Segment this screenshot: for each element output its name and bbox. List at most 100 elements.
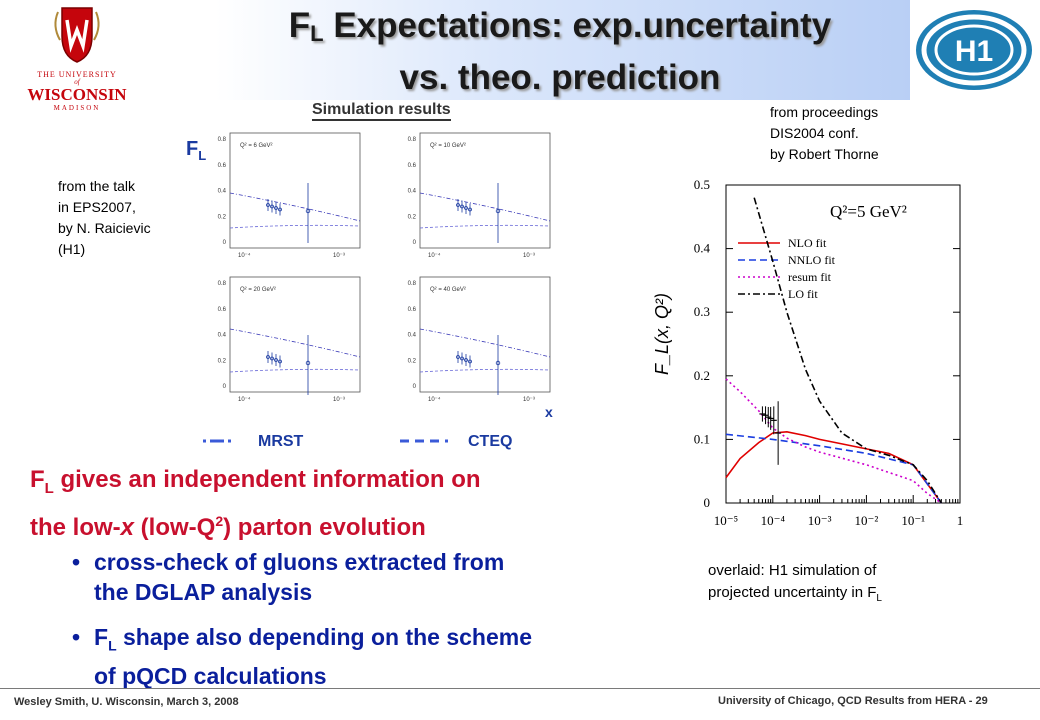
sim-data-point	[274, 206, 278, 210]
sim-y-tick: 0	[223, 240, 227, 246]
footer-divider	[0, 688, 1040, 689]
series-line-nnlo-fit	[725, 433, 943, 504]
sim-panel-frame	[419, 276, 551, 393]
sim-data-point	[270, 204, 274, 209]
talk-note: from the talk in EPS2007, by N. Raicievic(…	[58, 178, 151, 257]
h1-logo-icon: H1	[916, 10, 1032, 90]
sim-panel-q2: Q² = 6 GeV²	[240, 143, 273, 149]
sim-y-tick: 0	[413, 384, 417, 390]
sim-data-point	[266, 203, 270, 207]
overlay-note: overlaid: H1 simulation of projected unc…	[708, 562, 882, 604]
sim-y-tick: 0.2	[218, 358, 227, 364]
bullet-scheme: • FL shape also depending on the scheme o…	[72, 624, 532, 689]
sim-x-tick: 10⁻³	[333, 397, 345, 403]
legend-label: LO fit	[788, 287, 818, 301]
sim-y-tick: 0.8	[408, 137, 417, 143]
sim-data-point	[278, 207, 282, 212]
sim-y-tick: 0	[223, 384, 227, 390]
sim-y-tick: 0.6	[408, 307, 417, 313]
legend-mrst-label: MRST	[258, 433, 304, 450]
legend-label: resum fit	[788, 270, 832, 284]
y-tick-label: 0	[704, 495, 711, 510]
svg-text:H1: H1	[955, 35, 993, 68]
y-tick-label: 0.3	[694, 304, 710, 319]
legend-cteq-label: CTEQ	[468, 433, 512, 450]
sim-y-tick: 0.6	[218, 307, 227, 313]
sim-panel-q2: Q² = 40 GeV²	[430, 287, 466, 293]
sim-data-point	[495, 360, 501, 366]
sim-y-tick: 0.2	[218, 214, 227, 220]
sim-data-point	[460, 356, 464, 361]
sim-x-tick: 10⁻⁴	[428, 396, 441, 403]
footer-page: University of Chicago, QCD Results from …	[718, 695, 988, 707]
y-tick-label: 0.4	[694, 241, 711, 256]
main-statement: FL gives an independent information on t…	[30, 466, 481, 541]
sim-data-point	[468, 207, 472, 212]
sim-x-tick: 10⁻³	[523, 253, 535, 259]
sim-cteq-curve	[419, 368, 551, 373]
sim-data-point	[278, 359, 282, 364]
uw-logo-line4: MADISON	[53, 104, 101, 112]
chart-frame	[725, 184, 961, 504]
x-tick-label: 10⁻²	[855, 513, 879, 528]
sim-panel-frame	[419, 132, 551, 249]
sim-x-tick: 10⁻⁴	[238, 252, 251, 259]
sim-x-tick: 10⁻³	[523, 397, 535, 403]
legend-label: NNLO fit	[788, 253, 836, 267]
sim-y-tick: 0.4	[218, 189, 227, 195]
sim-panel-frame	[229, 276, 361, 393]
sim-data-point	[305, 360, 311, 366]
uw-logo-line1: THE UNIVERSITY	[37, 70, 117, 79]
legend-label: NLO fit	[788, 236, 827, 250]
proceedings-note: from proceedings DIS2004 conf. by Robert T…	[770, 104, 879, 162]
sim-x-tick: 10⁻⁴	[428, 252, 441, 259]
x-tick-label: 10⁻¹	[901, 513, 925, 528]
sim-y-tick: 0.8	[218, 281, 227, 287]
sim-mrst-curve	[229, 328, 361, 358]
sim-mrst-curve	[419, 192, 551, 222]
sim-data-point	[274, 358, 278, 362]
sim-panel-frame	[229, 132, 361, 249]
simulation-figure: Q² = 6 GeV² 0.8 0.6 0.4 0.2 0 10⁻⁴ 10⁻³ Q² = 10 …	[200, 132, 553, 450]
sim-panel-q2: Q² = 10 GeV²	[430, 143, 466, 149]
fl-label: FL	[186, 138, 207, 163]
sim-y-tick: 0.4	[408, 333, 417, 339]
x-tick-label: 10⁻³	[808, 513, 832, 528]
x-tick-label: 10⁻⁵	[714, 513, 738, 528]
sim-x-tick: 10⁻³	[333, 253, 345, 259]
sim-data-point	[495, 208, 501, 214]
bullet-gluons: • cross-check of gluons extracted from th…	[72, 549, 505, 605]
y-tick-label: 0.1	[694, 431, 710, 446]
series-line-lo-fit	[753, 197, 943, 504]
sim-cteq-curve	[229, 224, 361, 229]
chart-title: Q²=5 GeV²	[830, 202, 907, 221]
sim-x-tick: 10⁻⁴	[238, 396, 251, 403]
x-tick-label: 1	[957, 513, 964, 528]
sim-y-tick: 0.8	[408, 281, 417, 287]
sim-y-tick: 0.8	[218, 137, 227, 143]
sim-panel-q2: Q² = 20 GeV²	[240, 287, 276, 293]
y-tick-label: 0.5	[694, 177, 710, 192]
sim-y-tick: 0.2	[408, 214, 417, 220]
uw-logo-line2: of	[74, 78, 80, 86]
sim-x-axis-label: x	[545, 404, 553, 420]
sim-data-point	[468, 359, 472, 364]
sim-mrst-curve	[229, 192, 361, 222]
sim-y-tick: 0.6	[408, 163, 417, 169]
title-background	[215, 0, 910, 100]
y-axis-label: F_L(x, Q²)	[652, 293, 672, 375]
sim-data-point	[460, 204, 464, 209]
sim-y-tick: 0.4	[408, 189, 417, 195]
uw-logo: THE UNIVERSITY of WISCONSIN MADISON	[22, 6, 132, 112]
x-tick-label: 10⁻⁴	[761, 513, 786, 528]
sim-y-tick: 0.2	[408, 358, 417, 364]
uw-logo-line3: WISCONSIN	[27, 85, 127, 104]
sim-data-point	[456, 355, 460, 359]
sim-y-tick: 0.6	[218, 163, 227, 169]
sim-mrst-curve	[419, 328, 551, 358]
sim-data-point	[305, 208, 311, 214]
sim-data-point	[266, 355, 270, 359]
simulation-title: Simulation results	[312, 101, 451, 121]
sim-data-point	[456, 203, 460, 207]
sim-data-point	[464, 358, 468, 362]
